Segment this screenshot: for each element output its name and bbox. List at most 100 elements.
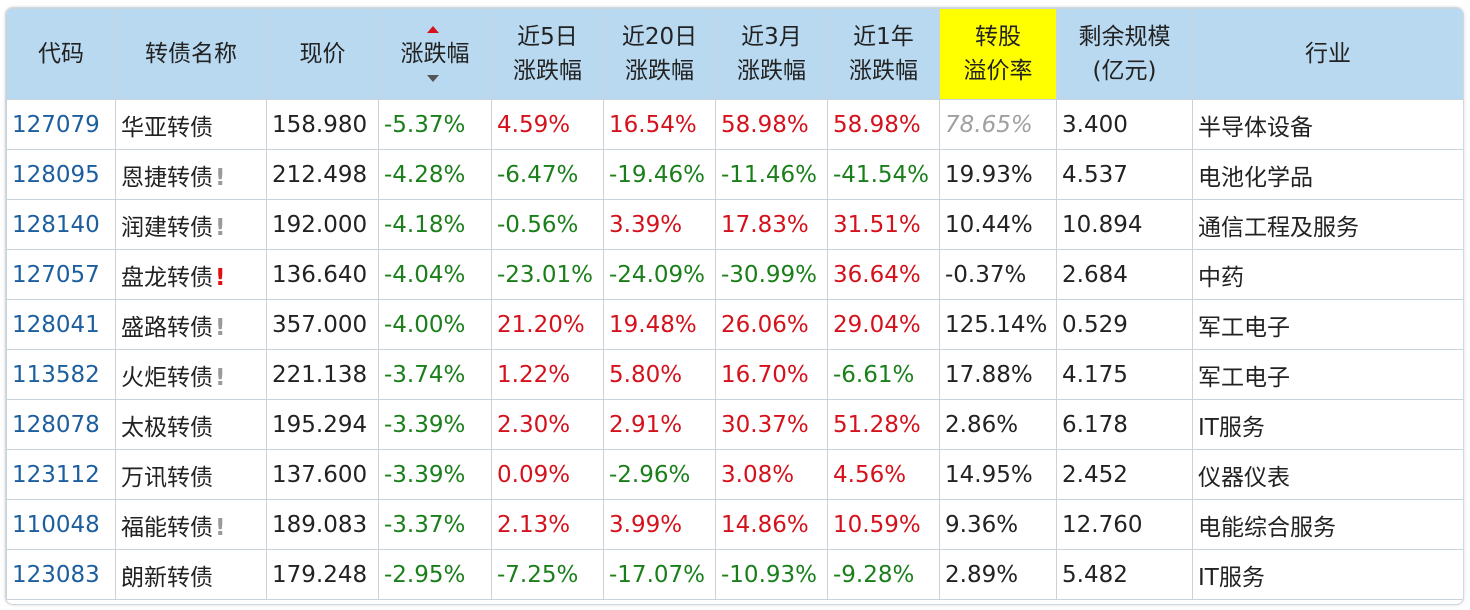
header-change[interactable]: 涨跌幅: [378, 8, 492, 100]
bond-name-cell[interactable]: 福能转债!: [115, 499, 267, 550]
bond-name-cell[interactable]: 盘龙转债!: [115, 249, 267, 300]
change-3m-cell: 58.98%: [715, 99, 828, 150]
bond-name[interactable]: 福能转债: [121, 514, 213, 541]
change-1y-cell: 29.04%: [827, 299, 940, 350]
bond-code-link[interactable]: 110048: [6, 499, 116, 550]
change-cell: -4.28%: [378, 149, 492, 200]
remaining-size-cell: 10.894: [1056, 199, 1193, 250]
change-20d-cell: 3.39%: [603, 199, 716, 250]
table-header-row: 代码 转债名称 现价 涨跌幅 近5日 涨跌幅 近20日 涨跌幅 近3月 涨跌幅 近1年…: [6, 8, 1463, 100]
warning-flag-icon: !: [215, 264, 226, 291]
table-row[interactable]: 128078 太极转债 195.294 -3.39% 2.30% 2.91% 30.37% 5…: [6, 399, 1463, 450]
bond-name-cell[interactable]: 华亚转债: [115, 99, 267, 150]
industry-cell: 电能综合服务: [1192, 499, 1463, 550]
change-cell: -3.74%: [378, 349, 492, 400]
premium-cell: -0.37%: [939, 249, 1057, 300]
header-industry[interactable]: 行业: [1192, 8, 1463, 100]
bond-name-cell[interactable]: 火炬转债!: [115, 349, 267, 400]
bond-code-link[interactable]: 123083: [6, 549, 116, 600]
change-1y-cell: 31.51%: [827, 199, 940, 250]
change-5d-cell: 0.09%: [491, 449, 604, 500]
change-3m-cell: 14.86%: [715, 499, 828, 550]
bond-name-cell[interactable]: 朗新转债: [115, 549, 267, 600]
change-5d-cell: -7.25%: [491, 549, 604, 600]
change-3m-cell: -30.99%: [715, 249, 828, 300]
change-5d-cell: -6.47%: [491, 149, 604, 200]
header-name[interactable]: 转债名称: [115, 8, 267, 100]
remaining-size-cell: 12.760: [1056, 499, 1193, 550]
change-5d-cell: 4.59%: [491, 99, 604, 150]
remaining-size-cell: 5.482: [1056, 549, 1193, 600]
header-3m-change[interactable]: 近3月 涨跌幅: [715, 8, 828, 100]
price-cell: 221.138: [266, 349, 379, 400]
table-row[interactable]: 110048 福能转债! 189.083 -3.37% 2.13% 3.99% 14.86%…: [6, 499, 1463, 550]
bond-name[interactable]: 恩捷转债: [121, 164, 213, 191]
change-3m-cell: 26.06%: [715, 299, 828, 350]
bond-name[interactable]: 朗新转债: [121, 564, 213, 591]
change-cell: -4.18%: [378, 199, 492, 250]
bond-name-cell[interactable]: 太极转债: [115, 399, 267, 450]
change-cell: -2.95%: [378, 549, 492, 600]
bond-code-link[interactable]: 127079: [6, 99, 116, 150]
change-5d-cell: 2.13%: [491, 499, 604, 550]
bond-name-cell[interactable]: 盛路转债!: [115, 299, 267, 350]
sort-up-arrow-icon[interactable]: [427, 26, 439, 33]
bond-name[interactable]: 盛路转债: [121, 314, 213, 341]
bond-code-link[interactable]: 123112: [6, 449, 116, 500]
industry-cell: 军工电子: [1192, 349, 1463, 400]
table-row[interactable]: 127079 华亚转债 158.980 -5.37% 4.59% 16.54% 58.98%…: [6, 99, 1463, 150]
bond-code-link[interactable]: 113582: [6, 349, 116, 400]
table-row[interactable]: 128041 盛路转债! 357.000 -4.00% 21.20% 19.48% 26.0…: [6, 299, 1463, 350]
bond-name[interactable]: 润建转债: [121, 214, 213, 241]
bond-code-link[interactable]: 128078: [6, 399, 116, 450]
header-5d-change[interactable]: 近5日 涨跌幅: [491, 8, 604, 100]
bond-name[interactable]: 华亚转债: [121, 114, 213, 141]
header-1y-change[interactable]: 近1年 涨跌幅: [827, 8, 940, 100]
bond-table-container: 代码 转债名称 现价 涨跌幅 近5日 涨跌幅 近20日 涨跌幅 近3月 涨跌幅 近1年…: [5, 7, 1464, 605]
bond-name[interactable]: 盘龙转债: [121, 264, 213, 291]
bond-code-link[interactable]: 128041: [6, 299, 116, 350]
change-20d-cell: 3.99%: [603, 499, 716, 550]
bond-code-link[interactable]: 128140: [6, 199, 116, 250]
change-1y-cell: 58.98%: [827, 99, 940, 150]
premium-cell: 17.88%: [939, 349, 1057, 400]
bond-name[interactable]: 火炬转债: [121, 364, 213, 391]
bond-code-link[interactable]: 128095: [6, 149, 116, 200]
bond-name-cell[interactable]: 润建转债!: [115, 199, 267, 250]
bond-name[interactable]: 太极转债: [121, 414, 213, 441]
bond-name[interactable]: 万讯转债: [121, 464, 213, 491]
premium-cell: 9.36%: [939, 499, 1057, 550]
bond-code-link[interactable]: 127057: [6, 249, 116, 300]
change-3m-cell: 16.70%: [715, 349, 828, 400]
price-cell: 158.980: [266, 99, 379, 150]
header-remaining-size[interactable]: 剩余规模 (亿元): [1056, 8, 1193, 100]
premium-cell: 125.14%: [939, 299, 1057, 350]
header-code[interactable]: 代码: [6, 8, 116, 100]
industry-cell: 军工电子: [1192, 299, 1463, 350]
table-row[interactable]: 113582 火炬转债! 221.138 -3.74% 1.22% 5.80% 16.70%…: [6, 349, 1463, 400]
bond-name-cell[interactable]: 万讯转债: [115, 449, 267, 500]
table-row[interactable]: 128095 恩捷转债! 212.498 -4.28% -6.47% -19.46% -11…: [6, 149, 1463, 200]
warning-flag-icon: !: [215, 164, 226, 191]
change-1y-cell: -9.28%: [827, 549, 940, 600]
remaining-size-cell: 4.175: [1056, 349, 1193, 400]
sort-down-arrow-icon[interactable]: [427, 75, 439, 82]
industry-cell: 中药: [1192, 249, 1463, 300]
table-row[interactable]: 128140 润建转债! 192.000 -4.18% -0.56% 3.39% 17.83…: [6, 199, 1463, 250]
price-cell: 192.000: [266, 199, 379, 250]
change-20d-cell: -24.09%: [603, 249, 716, 300]
header-price[interactable]: 现价: [266, 8, 379, 100]
premium-cell: 2.86%: [939, 399, 1057, 450]
change-20d-cell: 19.48%: [603, 299, 716, 350]
header-conversion-premium[interactable]: 转股 溢价率: [939, 8, 1057, 100]
bond-name-cell[interactable]: 恩捷转债!: [115, 149, 267, 200]
table-row[interactable]: 123083 朗新转债 179.248 -2.95% -7.25% -17.07% -10.…: [6, 549, 1463, 600]
change-20d-cell: 2.91%: [603, 399, 716, 450]
table-row[interactable]: 123112 万讯转债 137.600 -3.39% 0.09% -2.96% 3.08% 4…: [6, 449, 1463, 500]
change-1y-cell: 51.28%: [827, 399, 940, 450]
change-cell: -4.04%: [378, 249, 492, 300]
change-3m-cell: 30.37%: [715, 399, 828, 450]
warning-flag-icon: !: [215, 314, 226, 341]
table-row[interactable]: 127057 盘龙转债! 136.640 -4.04% -23.01% -24.09% -3…: [6, 249, 1463, 300]
header-20d-change[interactable]: 近20日 涨跌幅: [603, 8, 716, 100]
